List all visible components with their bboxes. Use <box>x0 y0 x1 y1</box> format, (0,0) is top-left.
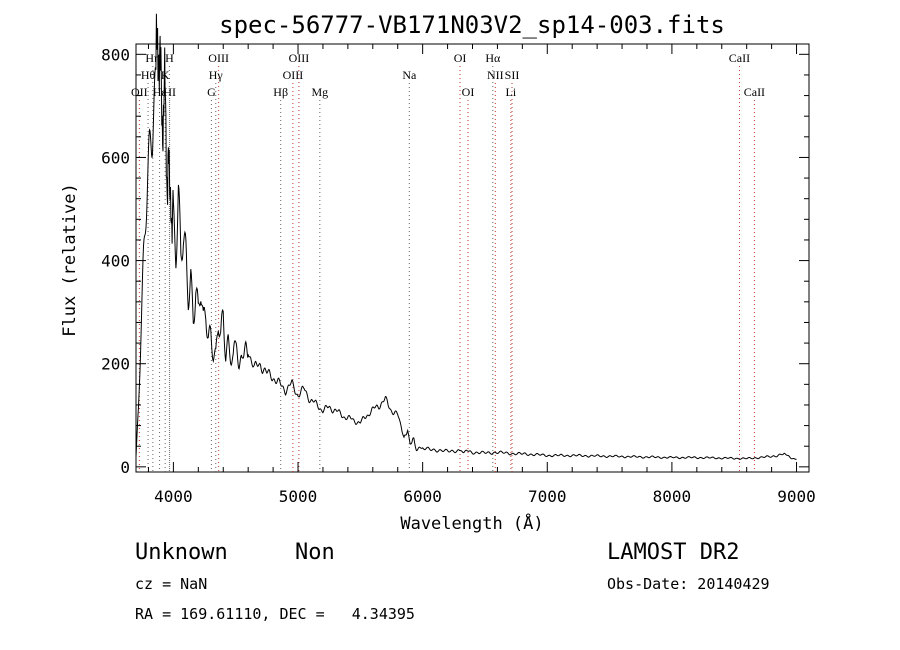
y-axis-label: Flux (relative) <box>60 183 80 337</box>
coordinates: RA = 169.61110, DEC = 4.34395 <box>135 605 415 623</box>
line-id-label: NII <box>487 68 504 82</box>
x-tick-label: 4000 <box>154 487 193 506</box>
x-tick-label: 9000 <box>777 487 816 506</box>
plot-frame <box>135 43 810 473</box>
y-tick-label: 400 <box>101 252 130 271</box>
line-id-label: CaII <box>744 85 765 99</box>
line-id-label: H <box>165 51 174 65</box>
y-tick-label: 0 <box>120 458 130 477</box>
survey-name: LAMOST DR2 <box>607 540 740 565</box>
y-axis-ticks: 0 200 400 600 800 <box>101 45 809 477</box>
obs-date: Obs-Date: 20140429 <box>607 575 770 593</box>
x-tick-label: 8000 <box>653 487 692 506</box>
x-axis-ticks: 4000 5000 6000 7000 8000 9000 <box>147 44 816 506</box>
spectral-subclass: Non <box>295 540 335 565</box>
x-tick-label: 6000 <box>403 487 442 506</box>
line-id-label: Hη <box>145 51 160 65</box>
line-id-label: SII <box>505 68 520 82</box>
line-id-label: Hθ <box>141 68 156 82</box>
y-tick-label: 200 <box>101 355 130 374</box>
y-tick-label: 800 <box>101 45 130 64</box>
line-id-label: Hα <box>485 51 501 65</box>
line-id-label: OIII <box>283 68 304 82</box>
line-id-label: G <box>207 85 216 99</box>
line-id-label: Li <box>506 85 517 99</box>
y-tick-label: 600 <box>101 148 130 167</box>
x-tick-label: 5000 <box>279 487 318 506</box>
line-id-label: OII <box>131 85 148 99</box>
line-id-markers <box>138 66 755 472</box>
x-axis-label: Wavelength (Å) <box>400 512 543 534</box>
spectral-class: Unknown <box>135 540 228 565</box>
chart-title: spec-56777-VB171N03V2_sp14-003.fits <box>219 11 725 39</box>
redshift-cz: cz = NaN <box>135 575 208 593</box>
spectrum-line <box>135 13 797 460</box>
line-id-label: OI <box>454 51 467 65</box>
line-id-label: HI <box>163 85 176 99</box>
line-id-label: Hε <box>153 85 167 99</box>
line-id-label: OI <box>462 85 475 99</box>
line-id-label: Mg <box>311 85 328 99</box>
x-tick-label: 7000 <box>528 487 567 506</box>
line-id-label: OIII <box>289 51 310 65</box>
line-id-label: Hβ <box>273 85 288 99</box>
line-id-label: CaII <box>729 51 750 65</box>
line-id-label: OIII <box>208 51 229 65</box>
line-id-label: Hγ <box>209 68 224 82</box>
line-id-label: Na <box>402 68 417 82</box>
